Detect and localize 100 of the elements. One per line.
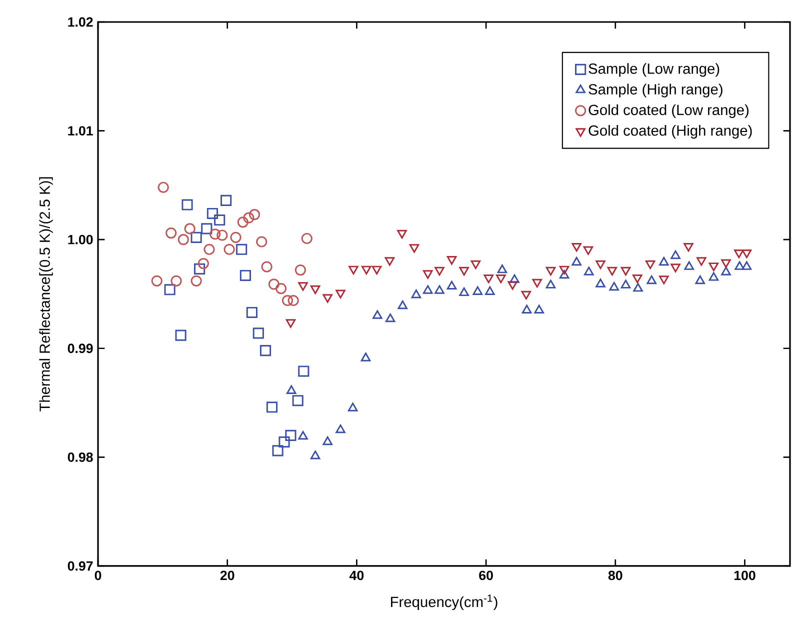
point xyxy=(286,385,296,394)
point xyxy=(583,246,594,255)
point xyxy=(285,430,296,441)
point xyxy=(210,228,221,240)
point xyxy=(384,257,395,266)
point xyxy=(684,261,694,270)
x-tick-label: 20 xyxy=(220,570,234,580)
point xyxy=(472,286,483,295)
point xyxy=(298,430,308,440)
point xyxy=(164,284,176,296)
point xyxy=(398,300,408,310)
point xyxy=(252,328,264,339)
point xyxy=(434,266,444,276)
point xyxy=(261,261,272,272)
point xyxy=(596,260,606,270)
point xyxy=(485,286,495,295)
point xyxy=(240,270,251,282)
point xyxy=(372,266,382,274)
y-tick-label: 1.00 xyxy=(68,234,93,244)
point xyxy=(272,445,284,456)
point xyxy=(522,304,532,314)
point xyxy=(278,436,290,448)
point xyxy=(684,242,694,252)
point xyxy=(298,282,308,291)
point xyxy=(696,257,706,266)
point xyxy=(294,264,306,276)
legend-label: Sample (High range) xyxy=(588,84,722,98)
point xyxy=(742,250,752,258)
point xyxy=(422,270,433,279)
x-axis-title: Frequency(cm$^{-1}$) xyxy=(391,594,498,610)
point xyxy=(659,276,669,284)
point xyxy=(734,261,744,270)
x-tick-label: 100 xyxy=(734,570,756,580)
point xyxy=(216,230,228,241)
point xyxy=(670,264,680,272)
point xyxy=(286,319,296,328)
point xyxy=(434,285,444,294)
point xyxy=(742,261,752,270)
point xyxy=(282,294,294,306)
point xyxy=(508,281,518,290)
y-tick-label: 1.02 xyxy=(68,17,93,27)
legend-label: Gold coated (Low range) xyxy=(588,104,749,118)
point xyxy=(721,266,731,276)
point xyxy=(572,242,582,252)
point xyxy=(546,266,556,276)
point xyxy=(632,274,642,284)
point xyxy=(446,280,457,290)
point xyxy=(166,228,177,239)
y-tick-label: 1.01 xyxy=(68,126,93,136)
x-tick-label: 60 xyxy=(479,570,493,580)
point xyxy=(170,275,182,286)
x-tick-label: 80 xyxy=(608,570,622,580)
point xyxy=(646,275,656,284)
point xyxy=(336,424,346,434)
y-tick-label: 0.97 xyxy=(68,561,93,571)
point xyxy=(288,294,299,306)
point xyxy=(275,283,287,294)
point xyxy=(248,209,260,220)
point xyxy=(372,310,382,319)
point xyxy=(734,250,744,258)
point xyxy=(310,450,320,460)
point xyxy=(584,266,594,276)
point xyxy=(633,283,643,292)
point xyxy=(596,278,606,288)
point xyxy=(214,214,226,226)
point xyxy=(422,285,433,294)
point xyxy=(510,274,520,283)
point xyxy=(201,223,212,234)
point xyxy=(695,275,705,284)
point xyxy=(559,270,570,279)
point xyxy=(178,234,189,246)
legend-label: Sample (Low range) xyxy=(588,63,720,77)
point xyxy=(397,230,407,239)
point xyxy=(310,285,320,294)
point xyxy=(546,280,556,288)
point xyxy=(236,244,248,255)
point xyxy=(446,256,457,265)
point xyxy=(206,208,218,220)
point xyxy=(224,244,235,255)
point xyxy=(607,266,618,276)
point xyxy=(411,290,422,298)
x-tick-label: 40 xyxy=(349,570,364,580)
point xyxy=(184,223,196,234)
point xyxy=(534,304,544,314)
point xyxy=(298,366,310,377)
point xyxy=(246,306,258,318)
point xyxy=(708,262,719,272)
point xyxy=(532,278,542,288)
point xyxy=(360,352,371,362)
point xyxy=(190,275,202,286)
y-tick-label: 0.98 xyxy=(68,452,93,462)
x-tick-label: 0 xyxy=(94,570,102,580)
y-tick-label: 0.99 xyxy=(68,344,93,354)
point xyxy=(190,232,202,243)
point xyxy=(220,194,232,206)
point xyxy=(708,272,719,281)
y-axis-title: Thermal Reflectance[(0.5 K)/(2.5 K)] xyxy=(39,177,53,412)
point xyxy=(151,275,162,286)
point xyxy=(182,199,193,210)
point xyxy=(348,402,358,412)
